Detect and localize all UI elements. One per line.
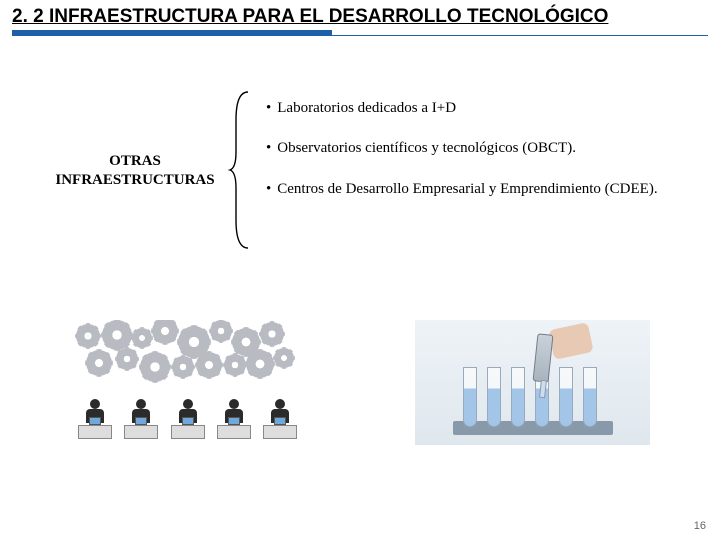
brace-left-label-line2: INFRAESTRUCTURAS	[50, 171, 220, 190]
list-item: • Observatorios científicos y tecnológic…	[266, 138, 666, 158]
bullet-icon: •	[266, 138, 271, 158]
person-icon	[124, 399, 158, 439]
pipette-icon	[505, 326, 595, 396]
brace-left-label: OTRAS INFRAESTRUCTURAS	[50, 152, 220, 190]
page-number: 16	[694, 520, 706, 532]
bullet-icon: •	[266, 179, 271, 199]
person-icon	[171, 399, 205, 439]
illustration-team-gears	[70, 320, 305, 445]
person-icon	[78, 399, 112, 439]
list-item: • Centros de Desarrollo Empresarial y Em…	[266, 179, 666, 199]
title-rule	[12, 35, 708, 36]
illustration-row	[70, 320, 650, 450]
curly-brace-icon	[228, 90, 256, 250]
slide-title: 2. 2 INFRAESTRUCTURA PARA EL DESARROLLO …	[12, 6, 708, 28]
bullet-text: Observatorios científicos y tecnológicos…	[277, 138, 576, 158]
list-item: • Laboratorios dedicados a I+D	[266, 98, 666, 118]
bullet-list: • Laboratorios dedicados a I+D • Observa…	[266, 98, 666, 199]
person-icon	[263, 399, 297, 439]
brace-diagram: OTRAS INFRAESTRUCTURAS • Laboratorios de…	[50, 90, 670, 270]
illustration-lab	[415, 320, 650, 445]
brace-left-label-line1: OTRAS	[50, 152, 220, 171]
person-icon	[217, 399, 251, 439]
bullet-icon: •	[266, 98, 271, 118]
bullet-text: Centros de Desarrollo Empresarial y Empr…	[277, 179, 657, 199]
bullet-text: Laboratorios dedicados a I+D	[277, 98, 456, 118]
